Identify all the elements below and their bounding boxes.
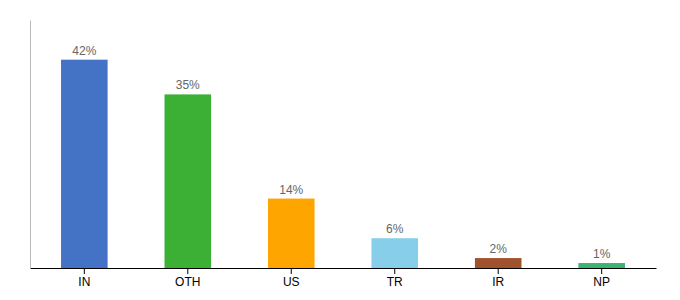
x-tick-mark xyxy=(394,268,395,274)
data-label: 35% xyxy=(176,78,200,92)
x-tick-mark xyxy=(84,268,85,274)
x-tick: US xyxy=(283,268,300,289)
x-tick-mark xyxy=(601,268,602,274)
data-label: 6% xyxy=(386,222,404,236)
chart: 42% 35% 14% 6% 2% 1% IN OTH US TR IR NP xyxy=(0,0,680,300)
data-label: 1% xyxy=(593,247,611,261)
x-tick-label: US xyxy=(283,275,300,289)
bars xyxy=(61,60,625,268)
x-tick-mark xyxy=(291,268,292,274)
x-tick: OTH xyxy=(175,268,200,289)
x-tick-label: NP xyxy=(593,275,610,289)
x-tick-label: IR xyxy=(492,275,504,289)
data-label: 2% xyxy=(490,242,508,256)
x-axis: IN OTH US TR IR NP xyxy=(31,268,657,289)
plot: 42% 35% 14% 6% 2% 1% IN OTH US TR IR NP xyxy=(31,21,657,289)
x-tick: NP xyxy=(593,268,610,289)
x-axis-line xyxy=(31,268,657,269)
bar xyxy=(165,94,212,268)
x-tick: IR xyxy=(492,268,504,289)
data-labels: 42% 35% 14% 6% 2% 1% xyxy=(72,44,610,261)
x-tick: TR xyxy=(387,268,403,289)
bar xyxy=(371,238,418,268)
y-axis xyxy=(30,21,31,269)
x-tick-mark xyxy=(187,268,188,274)
x-tick-label: TR xyxy=(387,275,403,289)
data-label: 14% xyxy=(279,183,303,197)
x-tick: IN xyxy=(78,268,90,289)
y-axis-line xyxy=(30,21,31,269)
x-tick-label: OTH xyxy=(175,275,200,289)
bar xyxy=(578,263,625,268)
bar xyxy=(61,60,108,268)
bar xyxy=(475,258,522,268)
x-tick-mark xyxy=(498,268,499,274)
bar xyxy=(268,199,315,268)
x-tick-label: IN xyxy=(78,275,90,289)
data-label: 42% xyxy=(72,44,96,58)
